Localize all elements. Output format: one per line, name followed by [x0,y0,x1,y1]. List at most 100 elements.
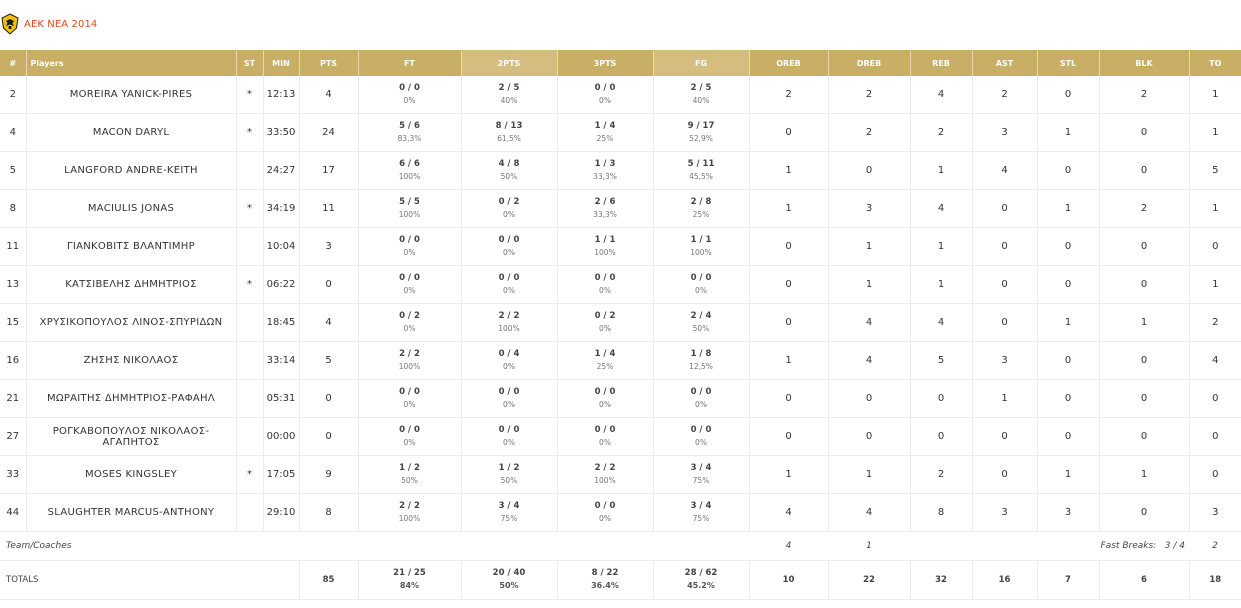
player-row[interactable]: 44 SLAUGHTER MARCUS-ANTHONY 29:10 8 2 / 2 100… [0,493,1241,532]
ft-made: 2 / 2 [399,500,420,511]
header-3pts[interactable]: 3PTS [557,50,654,76]
three-pts-pct: 33,3% [593,171,617,181]
points: 3 [299,227,359,266]
to-value: 1 [1189,113,1241,152]
reb-value: 2 [910,113,973,152]
stl-value: 1 [1037,189,1100,228]
two-pts-made: 0 / 4 [498,348,520,359]
reb-value: 5 [910,341,973,380]
reb-value: 8 [910,493,973,532]
fast-breaks-label: Fast Breaks: [1100,541,1157,551]
two-pts-pct: 0% [503,437,515,447]
reb-value: 4 [910,189,973,228]
reb-value: 2 [910,455,973,494]
team-name[interactable]: AEK NEA 2014 [24,18,98,30]
player-name-link[interactable]: ΖΗΣΗΣ ΝΙΚΟΛΑΟΣ [26,341,237,380]
player-row[interactable]: 11 ΓΙΑΝΚΟΒΙΤΣ ΒΛΑΝΤΙΜΗΡ 10:04 3 0 / 0 0% 0 / 0… [0,227,1241,266]
player-name-link[interactable]: MACON DARYL [26,113,237,152]
player-name-link[interactable]: MACIULIS JONAS [26,189,237,228]
fg-cell: 1 / 1 100% [653,227,750,266]
player-row[interactable]: 4 MACON DARYL * 33:50 24 5 / 6 83,3% 8 / 13 61,5… [0,113,1241,152]
ft-cell: 0 / 0 0% [358,417,462,456]
fg-cell: 2 / 8 25% [653,189,750,228]
minutes: 33:50 [263,113,300,152]
two-pts-cell: 3 / 4 75% [461,493,558,532]
header-ast[interactable]: AST [972,50,1038,76]
team-blank [910,531,972,561]
player-name-link[interactable]: MOREIRA YANICK-PIRES [26,76,237,114]
player-row[interactable]: 33 MOSES KINGSLEY * 17:05 9 1 / 2 50% 1 / 2 50% 2… [0,455,1241,494]
ast-value: 0 [972,227,1038,266]
player-name-link[interactable]: ΚΑΤΣΙΒΕΛΗΣ ΔΗΜΗΤΡΙΟΣ [26,265,237,304]
points: 0 [299,379,359,418]
player-row[interactable]: 27 ΡΟΓΚΑΒΟΠΟΥΛΟΣ ΝΙΚΟΛΑΟΣ-ΑΓΑΠΗΤΟΣ 00:00 0 0… [0,417,1241,456]
player-row[interactable]: 21 ΜΩΡΑΙΤΗΣ ΔΗΜΗΤΡΙΟΣ-ΡΑΦΑΗΛ 05:31 0 0 / 0 0%… [0,379,1241,418]
jersey-number: 13 [0,265,27,304]
three-pts-cell: 2 / 6 33,3% [557,189,654,228]
header-ft[interactable]: FT [358,50,462,76]
header-to[interactable]: TO [1189,50,1241,76]
minutes: 10:04 [263,227,300,266]
player-name-link[interactable]: MOSES KINGSLEY [26,455,237,494]
player-row[interactable]: 13 ΚΑΤΣΙΒΕΛΗΣ ΔΗΜΗΤΡΙΟΣ * 06:22 0 0 / 0 0% 0 / … [0,265,1241,304]
stl-value: 1 [1037,303,1100,342]
fg-cell: 0 / 0 0% [653,265,750,304]
header-oreb[interactable]: OREB [749,50,829,76]
player-name-link[interactable]: LANGFORD ANDRE-KEITH [26,151,237,190]
header-players[interactable]: Players [26,50,237,76]
oreb-value: 0 [749,303,829,342]
header-min[interactable]: MIN [263,50,300,76]
fg-cell: 2 / 4 50% [653,303,750,342]
player-row[interactable]: 15 ΧΡΥΣΙΚΟΠΟΥΛΟΣ ΛΙΝΟΣ-ΣΠΥΡΙΔΩΝ 18:45 4 0 / … [0,303,1241,342]
ft-pct: 83,3% [397,133,422,143]
fg-pct: 0% [695,399,707,409]
player-row[interactable]: 16 ΖΗΣΗΣ ΝΙΚΟΛΑΟΣ 33:14 5 2 / 2 100% 0 / 4 0% 1 … [0,341,1241,380]
fg-made: 2 / 8 [690,196,712,207]
player-name-link[interactable]: SLAUGHTER MARCUS-ANTHONY [26,493,237,532]
player-name-link[interactable]: ΜΩΡΑΙΤΗΣ ΔΗΜΗΤΡΙΟΣ-ΡΑΦΑΗΛ [26,379,237,418]
dreb-value: 0 [828,417,911,456]
player-row[interactable]: 8 MACIULIS JONAS * 34:19 11 5 / 5 100% 0 / 2 0% 2… [0,189,1241,228]
points: 11 [299,189,359,228]
two-pts-pct: 0% [503,285,515,295]
stl-value: 1 [1037,455,1100,494]
header-dreb[interactable]: DREB [828,50,911,76]
player-row[interactable]: 5 LANGFORD ANDRE-KEITH 24:27 17 6 / 6 100% 4 /… [0,151,1241,190]
jersey-number: 5 [0,151,27,190]
team-to: 2 [1189,531,1241,561]
header-reb[interactable]: REB [910,50,973,76]
ast-value: 4 [972,151,1038,190]
header-number: # [0,50,27,76]
ft-made: 5 / 6 [399,120,420,131]
player-row[interactable]: 2 MOREIRA YANICK-PIRES * 12:13 4 0 / 0 0% 2 / 5… [0,76,1241,114]
three-pts-pct: 0% [599,437,611,447]
header-row: # Players ST MIN PTS FT 2PTS 3PTS FG OREB DREB REB A… [0,50,1241,76]
three-pts-pct: 0% [599,513,611,523]
three-pts-pct: 25% [596,361,614,371]
three-pts-cell: 1 / 3 33,3% [557,151,654,190]
player-name-link[interactable]: ΧΡΥΣΙΚΟΠΟΥΛΟΣ ΛΙΝΟΣ-ΣΠΥΡΙΔΩΝ [26,303,237,342]
ft-made: 0 / 0 [399,424,420,435]
player-name-link[interactable]: ΓΙΑΝΚΟΒΙΤΣ ΒΛΑΝΤΙΜΗΡ [26,227,237,266]
three-pts-pct: 0% [599,285,611,295]
header-blk[interactable]: BLK [1099,50,1190,76]
jersey-number: 44 [0,493,27,532]
two-pts-cell: 0 / 4 0% [461,341,558,380]
header-2pts[interactable]: 2PTS [461,50,558,76]
ft-made: 2 / 2 [399,348,420,359]
header-fg[interactable]: FG [653,50,750,76]
header-pts[interactable]: PTS [299,50,359,76]
team-dreb: 1 [828,531,910,561]
ft-cell: 0 / 2 0% [358,303,462,342]
three-pts-made: 2 / 2 [594,462,616,473]
player-name-link[interactable]: ΡΟΓΚΑΒΟΠΟΥΛΟΣ ΝΙΚΟΛΑΟΣ-ΑΓΑΠΗΤΟΣ [26,417,237,456]
three-pts-made: 1 / 4 [594,120,616,131]
header-stl[interactable]: STL [1037,50,1100,76]
totals-fg-pct: 45.2% [687,581,715,590]
ft-cell: 5 / 6 83,3% [358,113,462,152]
points: 17 [299,151,359,190]
fg-made: 2 / 4 [690,310,712,321]
fg-made: 5 / 11 [687,158,715,169]
jersey-number: 21 [0,379,27,418]
minutes: 06:22 [263,265,300,304]
